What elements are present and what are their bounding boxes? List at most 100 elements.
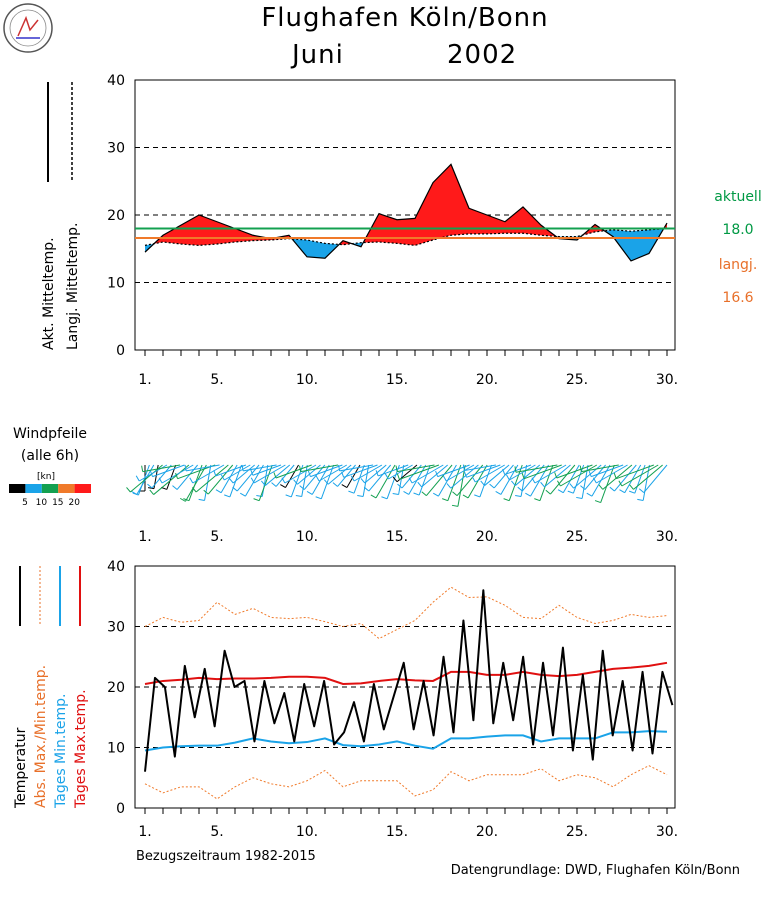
wind-barb xyxy=(285,464,299,488)
wind-scale-swatch xyxy=(9,484,26,493)
wind-color-scale: 5 10 15 20 xyxy=(9,484,91,508)
wind-barb-feather xyxy=(586,492,593,497)
wind-barb-feather xyxy=(147,487,155,490)
wind-barb xyxy=(562,464,580,493)
anomaly-segment xyxy=(469,208,487,234)
wind-barb xyxy=(343,464,378,478)
wind-barb-feather xyxy=(557,480,561,487)
wind-barb-feather xyxy=(421,491,427,497)
wind-barb-feather xyxy=(397,483,403,489)
wind-barb-feather xyxy=(306,491,313,495)
panel3-y-tick-label: 20 xyxy=(107,680,125,696)
wind-barb-feather xyxy=(554,472,558,479)
wind-barb-feather xyxy=(517,486,523,492)
legend-akt-mitteltemp: Akt. Mitteltemp. xyxy=(41,237,57,350)
wind-barb-feather xyxy=(375,470,379,477)
wind-barb xyxy=(411,464,444,484)
panel3-x-tick-label: 1. xyxy=(138,824,151,840)
wind-barb xyxy=(232,464,255,484)
wind-barb-feather xyxy=(271,482,277,487)
wind-barb xyxy=(401,464,422,489)
wind-barb xyxy=(303,464,326,490)
wind-barb xyxy=(353,464,365,494)
wind-barb-feather xyxy=(338,464,341,471)
wind-barb xyxy=(346,464,361,488)
wind-barb xyxy=(310,464,343,478)
panel1-y-ticks: 0 10 20 30 40 xyxy=(107,73,125,359)
wind-barb-feather xyxy=(198,498,205,501)
panel3-y-tick-label: 10 xyxy=(107,741,125,757)
wind-barb xyxy=(398,464,405,495)
panel1-x-tick-label: 1. xyxy=(138,372,151,388)
wind-barb-feather xyxy=(609,486,615,492)
wind-barb-feather xyxy=(413,492,420,496)
wind-barb-feather xyxy=(360,478,366,484)
panel1-x-tick-label: 15. xyxy=(386,372,408,388)
wind-barb-feather xyxy=(540,481,545,488)
wind-barb xyxy=(421,464,448,488)
wind-barb-feather xyxy=(521,472,525,479)
wind-barb-feather xyxy=(295,494,302,498)
wind-barb-feather xyxy=(417,481,423,488)
wind-barb-feather xyxy=(580,485,586,490)
wind-barb-feather xyxy=(348,490,355,494)
panel1-x-tick-label: 30. xyxy=(656,372,678,388)
wind-barb-feather xyxy=(567,490,574,494)
wind-barb-feather xyxy=(525,492,531,497)
wind-barb-feather xyxy=(280,484,286,488)
wind-barb xyxy=(301,464,308,497)
wind-barb xyxy=(327,464,352,485)
panel1-gridlines xyxy=(135,147,675,283)
wind-barb xyxy=(252,464,282,476)
value-aktuell: 18.0 xyxy=(722,222,753,238)
wind-scale-swatch xyxy=(58,484,75,493)
wind-barb-feather xyxy=(341,484,348,488)
wind-barb xyxy=(399,464,440,480)
wind-barb-feather xyxy=(253,498,260,502)
wind-barb-feather xyxy=(474,494,481,498)
wind-barb-feather xyxy=(363,486,370,492)
wind-barb-feather xyxy=(557,489,564,494)
wind-barb xyxy=(614,464,637,492)
series-akt-mitteltemp xyxy=(144,163,668,262)
wind-barb xyxy=(520,464,528,497)
wind-barb-feather xyxy=(403,491,409,495)
wind-scale-swatch xyxy=(74,484,91,493)
wind-barb-feather xyxy=(396,473,400,480)
panel3-x-tick-label: 30. xyxy=(656,824,678,840)
wind-barb xyxy=(375,464,396,499)
wind-barb xyxy=(195,464,229,493)
wind-barb-feather xyxy=(598,484,604,490)
wind-title: Windpfeile xyxy=(13,426,87,442)
wind-barb xyxy=(186,464,220,472)
wind-barb xyxy=(456,464,484,496)
wind-barb xyxy=(634,464,646,494)
wind-barb xyxy=(388,464,413,480)
anomaly-segment xyxy=(613,229,631,261)
wind-barb xyxy=(602,464,633,490)
wind-barb xyxy=(364,464,387,484)
wind-barb-feather xyxy=(341,471,345,478)
chart-subtitle-year: 2002 xyxy=(447,40,517,70)
label-langj: langj. xyxy=(719,257,758,273)
panel-mean-temperature: 0 10 20 30 40 1. 5. 10. 15. 20. 25. 30. xyxy=(107,73,678,388)
wind-barb xyxy=(339,464,374,472)
wind-barb xyxy=(318,464,348,482)
wind-barb-feather xyxy=(135,475,140,482)
wind-barb-feather xyxy=(261,480,266,486)
wind-barb xyxy=(515,464,558,473)
wind-barb-feather xyxy=(446,483,452,489)
wind-barb-feather xyxy=(239,492,246,497)
wind-barb xyxy=(508,464,523,501)
panel2-x-ticks: 1. 5. 10. 15. 20. 25. 30. xyxy=(138,529,678,545)
wind-barb xyxy=(464,464,497,472)
wind-barb-feather xyxy=(451,504,459,507)
wind-barb xyxy=(362,464,370,497)
wind-barb xyxy=(504,464,532,476)
wind-barb xyxy=(467,464,488,499)
wind-barb xyxy=(466,464,501,478)
wind-barb xyxy=(521,464,545,492)
anomaly-segment xyxy=(523,206,541,236)
wind-barb xyxy=(539,464,554,501)
wind-barb xyxy=(253,464,286,484)
